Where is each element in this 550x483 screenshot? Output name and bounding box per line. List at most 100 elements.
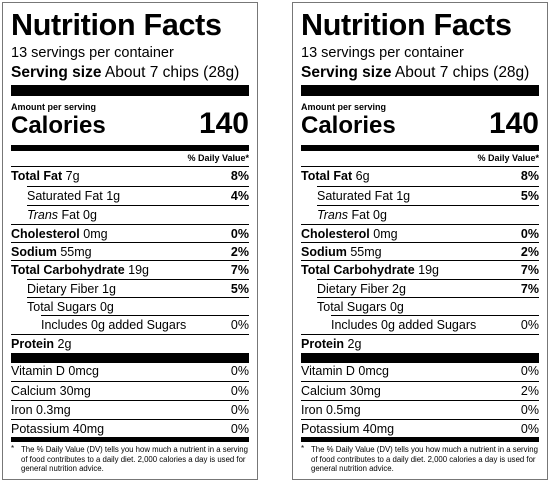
trans-word: Trans xyxy=(317,208,349,222)
sodium-amount: 55mg xyxy=(60,245,92,259)
sodium-amount: 55mg xyxy=(350,245,382,259)
carb-amount: 19g xyxy=(128,263,150,277)
serving-size: Serving size About 7 chips (28g) xyxy=(301,63,529,83)
label-title: Nutrition Facts xyxy=(301,8,512,42)
servings-per-container: 13 servings per container xyxy=(11,45,174,61)
carb-dv: 7% xyxy=(520,263,539,277)
row-dietary-fiber: Dietary Fiber 1g 5% xyxy=(27,279,249,299)
carb-label: Total Carbohydrate xyxy=(11,263,125,277)
serving-size-value: About 7 chips (28g) xyxy=(394,64,530,81)
protein-label: Protein xyxy=(301,337,345,351)
daily-value-header: % Daily Value* xyxy=(187,153,249,163)
total-fat-dv: 8% xyxy=(520,169,539,183)
fiber-label: Dietary Fiber 1g xyxy=(27,282,116,296)
row-total-fat: Total Fat 6g 8% xyxy=(301,166,539,186)
vitamin-d-dv: 0% xyxy=(230,364,249,378)
medium-divider xyxy=(301,145,539,151)
cholesterol-amount: 0mg xyxy=(373,227,398,241)
saturated-fat-label: Saturated Fat 1g xyxy=(317,189,411,203)
potassium-dv: 0% xyxy=(520,422,539,436)
amount-per-serving: Amount per serving xyxy=(11,102,97,112)
carb-label: Total Carbohydrate xyxy=(301,263,415,277)
sugars-label: Total Sugars 0g xyxy=(317,300,404,314)
sodium-dv: 2% xyxy=(520,245,539,259)
calcium-label: Calcium 30mg xyxy=(301,384,381,398)
trans-fat-rest: Fat 0g xyxy=(351,208,387,222)
iron-dv: 0% xyxy=(230,403,249,417)
servings-per-container: 13 servings per container xyxy=(301,45,464,61)
calcium-dv: 2% xyxy=(520,384,539,398)
row-protein: Protein 2g xyxy=(11,334,249,354)
row-protein: Protein 2g xyxy=(301,334,539,354)
row-trans-fat: Trans Fat 0g xyxy=(27,205,249,225)
cholesterol-label: Cholesterol xyxy=(301,227,370,241)
added-sugars-dv: 0% xyxy=(230,318,249,332)
fiber-label: Dietary Fiber 2g xyxy=(317,282,406,296)
serving-size-value: About 7 chips (28g) xyxy=(104,64,240,81)
added-sugars-label: Includes 0g added Sugars xyxy=(331,318,477,332)
footnote-text: The % Daily Value (DV) tells you how muc… xyxy=(311,445,538,473)
nutrition-label-right: Nutrition Facts 13 servings per containe… xyxy=(292,2,548,480)
calories-value: 140 xyxy=(488,107,539,140)
cholesterol-dv: 0% xyxy=(230,227,249,241)
calcium-dv: 0% xyxy=(230,384,249,398)
row-vitamin-d: Vitamin D 0mcg 0% xyxy=(11,362,249,381)
label-title: Nutrition Facts xyxy=(11,8,222,42)
row-potassium: Potassium 40mg 0% xyxy=(301,419,539,439)
footnote: * The % Daily Value (DV) tells you how m… xyxy=(11,444,249,477)
total-fat-label: Total Fat xyxy=(301,169,353,183)
thick-divider xyxy=(301,85,539,96)
serving-size-label: Serving size xyxy=(301,64,392,81)
row-vitamin-d: Vitamin D 0mcg 0% xyxy=(301,362,539,381)
saturated-fat-dv: 5% xyxy=(520,189,539,203)
row-iron: Iron 0.5mg 0% xyxy=(301,400,539,420)
footnote-star: * xyxy=(11,444,15,453)
total-fat-label: Total Fat xyxy=(11,169,63,183)
thick-divider-vitamins xyxy=(301,353,539,363)
row-trans-fat: Trans Fat 0g xyxy=(317,205,539,225)
saturated-fat-dv: 4% xyxy=(230,189,249,203)
total-fat-dv: 8% xyxy=(230,169,249,183)
medium-divider xyxy=(11,145,249,151)
fiber-dv: 7% xyxy=(520,282,539,296)
added-sugars-dv: 0% xyxy=(520,318,539,332)
carb-dv: 7% xyxy=(230,263,249,277)
calcium-label: Calcium 30mg xyxy=(11,384,91,398)
row-added-sugars: Includes 0g added Sugars 0% xyxy=(331,315,539,335)
trans-word: Trans xyxy=(27,208,59,222)
row-sodium: Sodium 55mg 2% xyxy=(11,242,249,262)
calories-value: 140 xyxy=(198,107,249,140)
row-cholesterol: Cholesterol 0mg 0% xyxy=(301,224,539,244)
row-cholesterol: Cholesterol 0mg 0% xyxy=(11,224,249,244)
iron-label: Iron 0.5mg xyxy=(301,403,361,417)
nutrition-label-left: Nutrition Facts 13 servings per containe… xyxy=(2,2,258,480)
sodium-label: Sodium xyxy=(11,245,57,259)
total-fat-amount: 6g xyxy=(355,169,370,183)
daily-value-header: % Daily Value* xyxy=(477,153,539,163)
row-potassium: Potassium 40mg 0% xyxy=(11,419,249,439)
row-total-carbohydrate: Total Carbohydrate 19g 7% xyxy=(301,260,539,280)
row-calcium: Calcium 30mg 2% xyxy=(301,381,539,401)
sodium-label: Sodium xyxy=(301,245,347,259)
row-iron: Iron 0.3mg 0% xyxy=(11,400,249,420)
cholesterol-amount: 0mg xyxy=(83,227,108,241)
potassium-label: Potassium 40mg xyxy=(301,422,395,436)
sodium-dv: 2% xyxy=(230,245,249,259)
row-dietary-fiber: Dietary Fiber 2g 7% xyxy=(317,279,539,299)
protein-amount: 2g xyxy=(57,337,72,351)
sugars-label: Total Sugars 0g xyxy=(27,300,114,314)
vitamin-d-dv: 0% xyxy=(520,364,539,378)
row-added-sugars: Includes 0g added Sugars 0% xyxy=(41,315,249,335)
serving-size-label: Serving size xyxy=(11,64,102,81)
calories-label: Calories xyxy=(11,112,106,139)
carb-amount: 19g xyxy=(418,263,440,277)
protein-amount: 2g xyxy=(347,337,362,351)
vitamin-d-label: Vitamin D 0mcg xyxy=(301,364,389,378)
saturated-fat-label: Saturated Fat 1g xyxy=(27,189,121,203)
footnote-star: * xyxy=(301,444,305,453)
iron-label: Iron 0.3mg xyxy=(11,403,71,417)
amount-per-serving: Amount per serving xyxy=(301,102,387,112)
fiber-dv: 5% xyxy=(230,282,249,296)
row-total-fat: Total Fat 7g 8% xyxy=(11,166,249,186)
thick-divider xyxy=(11,85,249,96)
